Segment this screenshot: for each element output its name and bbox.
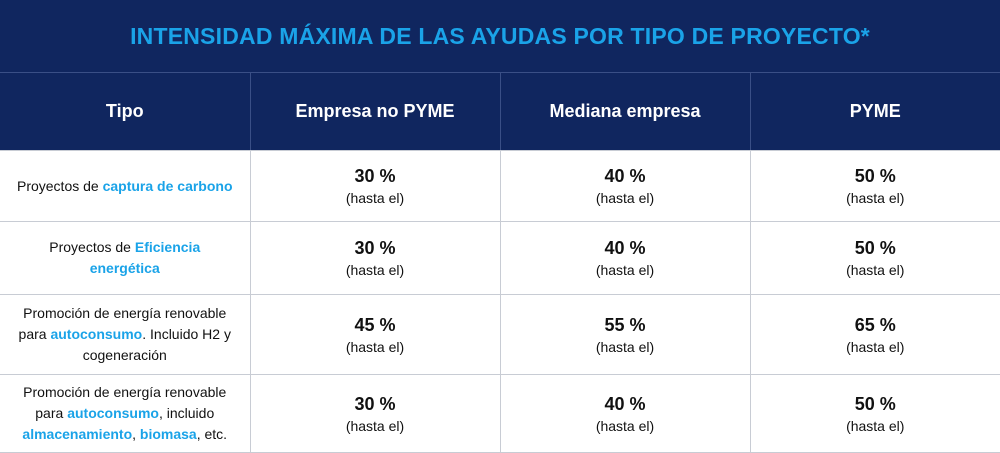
table-body: Proyectos de captura de carbono 30 % (hast… (0, 150, 1000, 453)
cell-empresa-no-pyme: 30 % (hasta el) (250, 150, 501, 222)
percentage-note: (hasta el) (345, 417, 405, 434)
cell-mediana-empresa: 40 % (hasta el) (500, 374, 751, 453)
percentage-value: 30 % (354, 238, 396, 258)
tipo-highlight-text: captura de carbono (102, 177, 233, 194)
title-bar: INTENSIDAD MÁXIMA DE LAS AYUDAS POR TIPO… (0, 0, 1000, 73)
tipo-highlight-text: almacenamiento (22, 426, 133, 442)
cell-mediana-empresa: 40 % (hasta el) (500, 221, 751, 295)
tipo-text: para (18, 326, 51, 342)
percentage-note: (hasta el) (595, 190, 655, 206)
table-row: Promoción de energía renovable para autoc… (0, 294, 1000, 375)
percentage-note: (hasta el) (846, 190, 905, 206)
tipo-text: para (35, 405, 68, 421)
table-row: Proyectos de captura de carbono 30 % (hast… (0, 150, 1000, 222)
tipo-text: , etc. (196, 426, 228, 442)
cell-empresa-no-pyme: 30 % (hasta el) (250, 374, 501, 453)
percentage-note: (hasta el) (595, 338, 655, 355)
percentage-value: 40 % (604, 393, 646, 414)
cell-pyme: 50 % (hasta el) (750, 221, 1000, 295)
cell-pyme: 50 % (hasta el) (750, 150, 1000, 222)
table-title: INTENSIDAD MÁXIMA DE LAS AYUDAS POR TIPO… (130, 22, 870, 49)
percentage-note: (hasta el) (595, 417, 655, 434)
header-empresa-no-pyme: Empresa no PYME (250, 73, 501, 151)
tipo-text: Proyectos de (16, 177, 103, 194)
tipo-text: , (132, 426, 140, 442)
percentage-note: (hasta el) (846, 262, 905, 278)
cell-tipo: Promoción de energía renovable para autoc… (0, 374, 251, 453)
tipo-highlight-text: Eficiencia (134, 239, 201, 255)
table-row: Proyectos de Eficiencia energética 30 % (ha… (0, 221, 1000, 295)
cell-tipo: Proyectos de captura de carbono (0, 150, 251, 222)
cell-pyme: 50 % (hasta el) (750, 374, 1000, 453)
tipo-text: . Incluido H2 y (142, 326, 231, 342)
percentage-value: 40 % (604, 166, 646, 186)
percentage-note: (hasta el) (846, 417, 905, 434)
tipo-highlight-text: energética (89, 260, 160, 276)
tipo-text: Promoción de energía renovable (23, 384, 227, 400)
percentage-value: 45 % (354, 314, 396, 335)
cell-mediana-empresa: 40 % (hasta el) (500, 150, 751, 222)
header-row: Tipo Empresa no PYME Mediana empresa PYM… (0, 73, 1000, 151)
percentage-value: 50 % (854, 393, 896, 414)
header-pyme: PYME (750, 73, 1000, 151)
cell-tipo: Proyectos de Eficiencia energética (0, 221, 251, 295)
tipo-text: , incluido (158, 405, 215, 421)
cell-tipo: Promoción de energía renovable para autoc… (0, 294, 251, 375)
tipo-text: Promoción de energía renovable (23, 305, 227, 321)
percentage-note: (hasta el) (595, 262, 655, 278)
header-mediana-empresa: Mediana empresa (500, 73, 751, 151)
percentage-note: (hasta el) (345, 190, 405, 206)
table-row: Promoción de energía renovable para autoc… (0, 374, 1000, 453)
percentage-note: (hasta el) (846, 338, 905, 355)
cell-empresa-no-pyme: 45 % (hasta el) (250, 294, 501, 375)
cell-mediana-empresa: 55 % (hasta el) (500, 294, 751, 375)
aid-intensity-table: Tipo Empresa no PYME Mediana empresa PYM… (0, 73, 1000, 453)
percentage-value: 65 % (854, 314, 896, 335)
tipo-text: cogeneración (82, 347, 167, 363)
header-tipo: Tipo (0, 73, 251, 151)
percentage-value: 30 % (354, 393, 396, 414)
percentage-value: 50 % (854, 238, 896, 258)
percentage-note: (hasta el) (345, 262, 405, 278)
tipo-highlight-text: biomasa (139, 426, 197, 442)
percentage-note: (hasta el) (345, 338, 405, 355)
percentage-value: 30 % (354, 166, 396, 186)
percentage-value: 50 % (854, 166, 896, 186)
tipo-highlight-text: autoconsumo (50, 326, 143, 342)
percentage-value: 55 % (604, 314, 646, 335)
cell-empresa-no-pyme: 30 % (hasta el) (250, 221, 501, 295)
cell-pyme: 65 % (hasta el) (750, 294, 1000, 375)
percentage-value: 40 % (604, 238, 646, 258)
tipo-text: Proyectos de (49, 239, 135, 255)
tipo-highlight-text: autoconsumo (67, 405, 159, 421)
